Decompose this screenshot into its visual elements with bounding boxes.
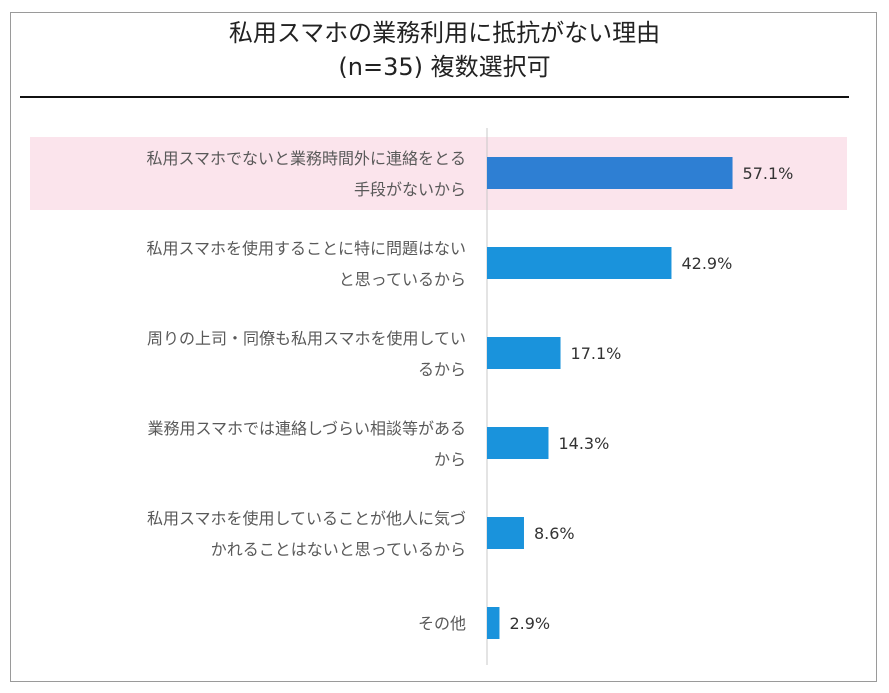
- category-label: るから: [418, 360, 466, 379]
- category-label: 私用スマホを使用することに特に問題はない: [146, 239, 466, 258]
- value-label: 2.9%: [509, 614, 550, 633]
- title-divider: [20, 96, 849, 98]
- category-label: 周りの上司・同僚も私用スマホを使用してい: [147, 329, 466, 348]
- category-label: 私用スマホでないと業務時間外に連絡をとる: [146, 149, 466, 168]
- category-label: 手段がないから: [354, 180, 466, 199]
- chart-title-line2: (n=35) 複数選択可: [338, 53, 551, 81]
- value-label: 8.6%: [534, 524, 575, 543]
- category-label: 私用スマホを使用していることが他人に気づ: [147, 509, 466, 528]
- bar: [487, 157, 733, 189]
- category-label: から: [434, 450, 466, 469]
- bar: [487, 607, 500, 639]
- category-label: と思っているから: [339, 270, 466, 289]
- bar: [487, 337, 561, 369]
- value-label: 14.3%: [558, 434, 609, 453]
- value-label: 57.1%: [743, 164, 794, 183]
- bar: [487, 247, 672, 279]
- category-label: その他: [418, 614, 466, 633]
- category-label: かれることはないと思っているから: [211, 540, 466, 559]
- bar: [487, 427, 549, 459]
- chart-title-line1: 私用スマホの業務利用に抵抗がない理由: [228, 19, 661, 47]
- value-label: 17.1%: [571, 344, 622, 363]
- bar: [487, 517, 524, 549]
- category-label: 業務用スマホでは連絡しづらい相談等がある: [147, 419, 466, 438]
- chart-frame: [10, 12, 877, 682]
- chart-title: 私用スマホの業務利用に抵抗がない理由 (n=35) 複数選択可: [0, 16, 889, 84]
- value-label: 42.9%: [681, 254, 732, 273]
